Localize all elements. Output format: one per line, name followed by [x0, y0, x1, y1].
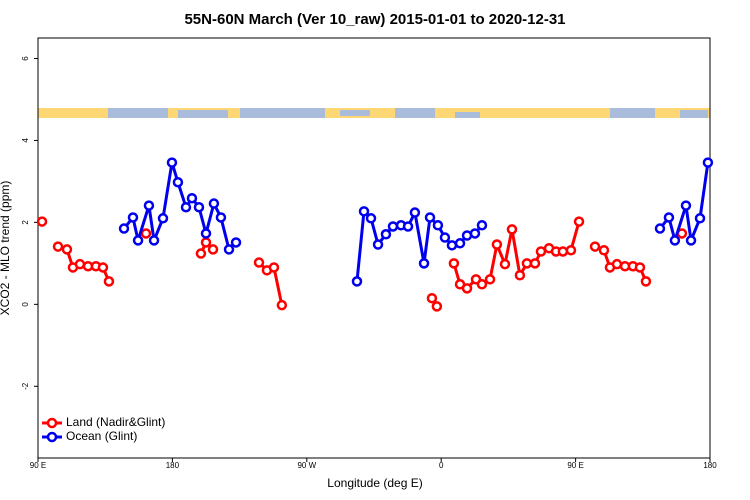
- point: [418, 258, 430, 269]
- point: [253, 257, 265, 268]
- point: [143, 200, 155, 211]
- point: [132, 235, 144, 246]
- point: [140, 228, 152, 239]
- y-axis-label: XCO2 - MLO trend (ppm): [0, 181, 12, 316]
- point: [180, 201, 192, 213]
- point: [97, 262, 109, 273]
- point: [557, 246, 569, 257]
- legend-marker: [46, 417, 58, 429]
- point: [215, 212, 227, 223]
- plot-frame: [37, 37, 711, 459]
- point: [207, 244, 219, 255]
- point: [193, 201, 205, 213]
- point: [535, 246, 547, 257]
- point: [230, 237, 242, 248]
- point: [365, 213, 377, 224]
- point: [506, 224, 518, 235]
- point: [200, 237, 212, 248]
- x-tick-label: 90 E: [30, 461, 46, 470]
- point: [680, 200, 692, 211]
- point: [521, 258, 533, 269]
- point: [276, 299, 288, 311]
- point: [36, 216, 48, 227]
- point: [702, 157, 714, 168]
- point: [432, 220, 444, 231]
- point: [157, 213, 169, 224]
- point: [166, 157, 178, 168]
- x-tick-label: 180: [703, 461, 717, 470]
- series-line: [58, 222, 682, 307]
- x-tick-label: 180: [166, 461, 180, 470]
- point: [186, 192, 198, 204]
- point: [446, 240, 458, 251]
- point: [409, 207, 421, 218]
- point: [127, 212, 139, 223]
- point: [380, 229, 392, 240]
- point: [351, 276, 363, 287]
- point: [529, 258, 541, 269]
- point: [663, 212, 675, 223]
- point: [103, 276, 115, 287]
- point: [431, 301, 443, 312]
- point: [426, 292, 438, 304]
- x-axis-label: Longitude (deg E): [327, 476, 422, 490]
- point: [118, 223, 130, 234]
- point: [61, 244, 73, 255]
- point: [573, 216, 585, 227]
- point: [611, 258, 623, 270]
- y-tick-label: 2: [21, 220, 30, 225]
- point: [372, 239, 384, 250]
- point: [268, 262, 280, 273]
- point: [439, 232, 451, 243]
- map-strip: [38, 108, 710, 118]
- point: [476, 279, 488, 290]
- point: [448, 258, 460, 269]
- y-tick-label: -2: [21, 382, 30, 390]
- point: [685, 235, 697, 246]
- point: [208, 198, 220, 209]
- y-tick-label: 0: [21, 302, 30, 307]
- y-tick-label: 6: [21, 56, 30, 61]
- point: [514, 269, 526, 281]
- point: [223, 244, 235, 255]
- y-tick-label: 4: [21, 138, 30, 143]
- point: [669, 235, 681, 246]
- point: [172, 176, 184, 188]
- point: [640, 276, 652, 287]
- point: [387, 221, 399, 232]
- legend-label: Ocean (Glint): [66, 429, 137, 443]
- x-tick-label: 0: [439, 461, 444, 470]
- legend-label: Land (Nadir&Glint): [66, 415, 165, 429]
- point: [598, 245, 610, 256]
- point: [499, 258, 511, 270]
- point: [565, 245, 577, 256]
- point: [195, 248, 207, 259]
- point: [491, 239, 503, 250]
- point: [694, 213, 706, 224]
- point: [454, 238, 466, 249]
- point: [74, 258, 86, 270]
- point: [200, 228, 212, 239]
- point: [148, 235, 160, 246]
- x-tick-label: 90 E: [567, 461, 583, 470]
- chart-title: 55N-60N March (Ver 10_raw) 2015-01-01 to…: [184, 11, 565, 28]
- point: [52, 241, 64, 252]
- point: [424, 212, 436, 223]
- point: [476, 220, 488, 231]
- point: [589, 241, 601, 252]
- point: [469, 228, 481, 239]
- point: [654, 223, 666, 234]
- point: [484, 274, 496, 285]
- x-tick-label: 90 W: [297, 461, 316, 470]
- point: [402, 221, 414, 232]
- point: [358, 206, 370, 217]
- legend-marker: [46, 431, 58, 443]
- point: [634, 262, 646, 273]
- point: [461, 283, 473, 294]
